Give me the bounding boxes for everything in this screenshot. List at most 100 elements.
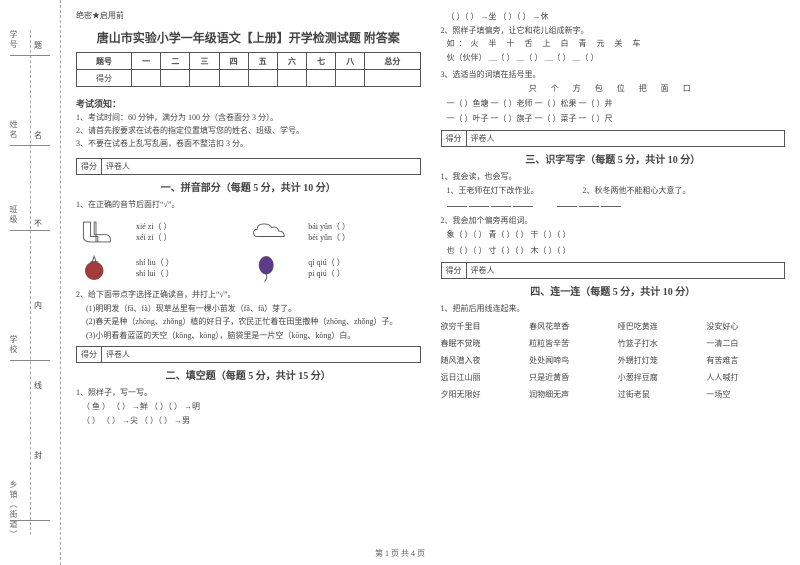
m16: 夕阳无限好 xyxy=(441,389,520,400)
q-b3-l0: 一（ ）鱼塘 一（ ）老师 一（ ）松果 一（ ）井 xyxy=(441,96,786,111)
match-grid: 欲穷千里目 春风花草香 哑巴吃黄连 没安好心 春眠不觉晓 粒粒皆辛苦 竹篮子打水… xyxy=(441,321,786,400)
q-c2-l0: 象（ ）（ ） 青（ ）（ ） 干（ ）（ ） xyxy=(441,227,786,242)
section-c-title: 三、识字写字（每题 5 分，共计 10 分） xyxy=(441,151,786,166)
m18: 过街老鼠 xyxy=(618,389,697,400)
scorebox-b-0: 得分 xyxy=(77,347,102,362)
section-a-title: 一、拼音部分（每题 5 分，共计 10 分） xyxy=(76,179,421,194)
exam-title: 唐山市实验小学一年级语文【上册】开学检测试题 附答案 xyxy=(76,29,421,46)
gutter-label-3: 学校 xyxy=(8,335,19,355)
score-h9: 总分 xyxy=(365,53,420,70)
score-h4: 四 xyxy=(219,53,248,70)
pinyin-0-b2: béi yǔn（ ） xyxy=(308,232,420,243)
note-2: 2、请首先按要求在试卷的指定位置填写您的姓名、班级、学号。 xyxy=(76,125,421,138)
q-a1: 1、在正确的音节后面打“√”。 xyxy=(76,198,421,212)
pinyin-0-b1: xéi zi（ ） xyxy=(136,232,248,243)
pinyin-grid: xié zi（ ） xéi zi（ ） bái yǔn（ ） béi yǔn（ … xyxy=(76,216,421,284)
q-a2-1: (1)明明发（fā、fà）现草丛里有一棵小苗发（fā、fà）芽了。 xyxy=(76,302,421,316)
gutter-cut-3: 内 xyxy=(34,300,42,311)
score-value-row: 得分 xyxy=(77,70,421,87)
pinyin-0-a2: bái yǔn（ ） xyxy=(308,221,420,232)
m2: 哑巴吃黄连 xyxy=(618,321,697,332)
score-h5: 五 xyxy=(248,53,277,70)
notes-block: 1、考试时间：60 分钟，满分为 100 分（含卷面分 3 分）。 2、请首先按… xyxy=(76,112,421,150)
q-b2-lead: 2、照样子填偏旁，让它和花儿组成新字。 xyxy=(441,24,786,38)
score-h1: 一 xyxy=(132,53,161,70)
q-c1-l1 xyxy=(441,197,786,212)
q-a2-3: (3)小明看着蓝蓝的天空（kōng、kòng），脑袋里是一片空（kōng、kòn… xyxy=(76,329,421,343)
q-c2-l1: 也（ ）（ ） 寸（ ）（ ） 木（ ）（ ） xyxy=(441,243,786,258)
q-b1-l1: （ ） （ ） →尖 （ ）（ ） →男 xyxy=(76,414,421,428)
q-b1: 1、照样子，写一写。 xyxy=(76,386,421,400)
score-h7: 七 xyxy=(307,53,336,70)
m11: 有苦难言 xyxy=(706,355,785,366)
m10: 外甥打灯笼 xyxy=(618,355,697,366)
gutter-label-0: 学号 xyxy=(8,30,19,50)
q-b3-l1: 一（ ）叶子 一（ ）旗子 一（ ）菜子 一（ ）尺 xyxy=(441,111,786,126)
scorebox-b: 得分 评卷人 xyxy=(76,346,421,363)
q-d1-lead: 1、把前后用线连起来。 xyxy=(441,302,786,316)
scorebox-d-1: 评卷人 xyxy=(467,263,519,278)
boots-icon xyxy=(76,216,116,248)
scorebox-a: 得分 评卷人 xyxy=(76,158,421,175)
m6: 竹篮子打水 xyxy=(618,338,697,349)
score-h0: 题号 xyxy=(77,53,132,70)
q-c1-lead: 1、我会读，也会写。 xyxy=(441,170,786,184)
score-table: 题号 一 二 三 四 五 六 七 八 总分 得分 xyxy=(76,52,421,87)
m14: 小葱拌豆腐 xyxy=(618,372,697,383)
scorebox-a-1: 评卷人 xyxy=(102,159,154,174)
gutter-cut-4: 线 xyxy=(34,380,42,391)
pinyin-0-a1: xié zi（ ） xyxy=(136,221,248,232)
m8: 随风潜入夜 xyxy=(441,355,520,366)
section-b-title: 二、填空题（每题 5 分，共计 15 分） xyxy=(76,367,421,382)
note-3: 3、不要在试卷上乱写乱画，卷面不整洁扣 3 分。 xyxy=(76,138,421,151)
score-h8: 八 xyxy=(336,53,365,70)
q-c2-lead: 2、我会加个偏旁再组词。 xyxy=(441,214,786,228)
scorebox-c: 得分 评卷人 xyxy=(441,130,786,147)
q-c1-l0: 1、王老师在灯下改作业。 2、秋冬两他不能粗心大意了。 xyxy=(441,184,786,198)
pinyin-1-b2: pí qiú（ ） xyxy=(308,268,420,279)
m7: 一清二白 xyxy=(706,338,785,349)
pinyin-1-a1: shí liu（ ） xyxy=(136,257,248,268)
scorebox-d-0: 得分 xyxy=(442,263,467,278)
q-a2-lead: 2、给下面带点字选择正确读音，并打上“√”。 xyxy=(76,288,421,302)
gutter-line-4 xyxy=(10,520,50,521)
q-b2-ex: 如：火 半 十 舌 上 白 青 元 关 车 xyxy=(441,37,786,51)
m15: 人人喊打 xyxy=(706,372,785,383)
gutter-line-3 xyxy=(10,360,50,361)
notes-title: 考试须知： xyxy=(76,97,421,110)
note-1: 1、考试时间：60 分钟，满分为 100 分（含卷面分 3 分）。 xyxy=(76,112,421,125)
m1: 春风花草香 xyxy=(529,321,608,332)
pinyin-1-b1: shí luì（ ） xyxy=(136,268,248,279)
gutter-label-4: 乡镇（街道） xyxy=(8,480,19,540)
gutter-line-0 xyxy=(10,55,50,56)
m3: 没安好心 xyxy=(706,321,785,332)
scorebox-c-0: 得分 xyxy=(442,131,467,146)
q-b2-line: 伙（伙伴） ＿（ ） ＿（ ） ＿（ ） ＿（ ） xyxy=(441,51,786,65)
score-row-label: 得分 xyxy=(77,70,132,87)
m17: 润物细无声 xyxy=(529,389,608,400)
gutter-label-1: 姓名 xyxy=(8,120,19,140)
balloon-icon xyxy=(248,252,288,284)
gutter-label-2: 班级 xyxy=(8,205,19,225)
gutter-cut-1: 名 xyxy=(34,130,42,141)
q-b3-words: 只 个 方 包 位 把 面 口 xyxy=(441,82,786,96)
gutter-cut-2: 不 xyxy=(34,218,42,229)
binding-gutter: 学号 题 姓名 名 班级 不 内 学校 线 封 乡镇（街道） xyxy=(0,0,61,565)
cloud-icon xyxy=(248,216,288,248)
score-header-row: 题号 一 二 三 四 五 六 七 八 总分 xyxy=(77,53,421,70)
pomegranate-icon xyxy=(76,252,116,284)
scorebox-d: 得分 评卷人 xyxy=(441,262,786,279)
pinyin-1-a2: qí qiú（ ） xyxy=(308,257,420,268)
gutter-cut-0: 题 xyxy=(34,40,42,51)
q-a2-2: (2)春天是种（zhōng、zhǒng）植的好日子，农民正忙着在田里撒种（zhō… xyxy=(76,315,421,329)
scorebox-c-1: 评卷人 xyxy=(467,131,519,146)
scorebox-a-0: 得分 xyxy=(77,159,102,174)
m0: 欲穷千里目 xyxy=(441,321,520,332)
score-h6: 六 xyxy=(277,53,306,70)
section-d-title: 四、连一连（每题 5 分，共计 10 分） xyxy=(441,283,786,298)
m4: 春眠不觉晓 xyxy=(441,338,520,349)
m12: 远日江山丽 xyxy=(441,372,520,383)
right-column: （ ）（ ） →坐 （ ）（ ） →休 2、照样子填偏旁，让它和花儿组成新字。 … xyxy=(441,10,786,565)
m13: 只是近黄昏 xyxy=(529,372,608,383)
gutter-cut-5: 封 xyxy=(34,450,42,461)
